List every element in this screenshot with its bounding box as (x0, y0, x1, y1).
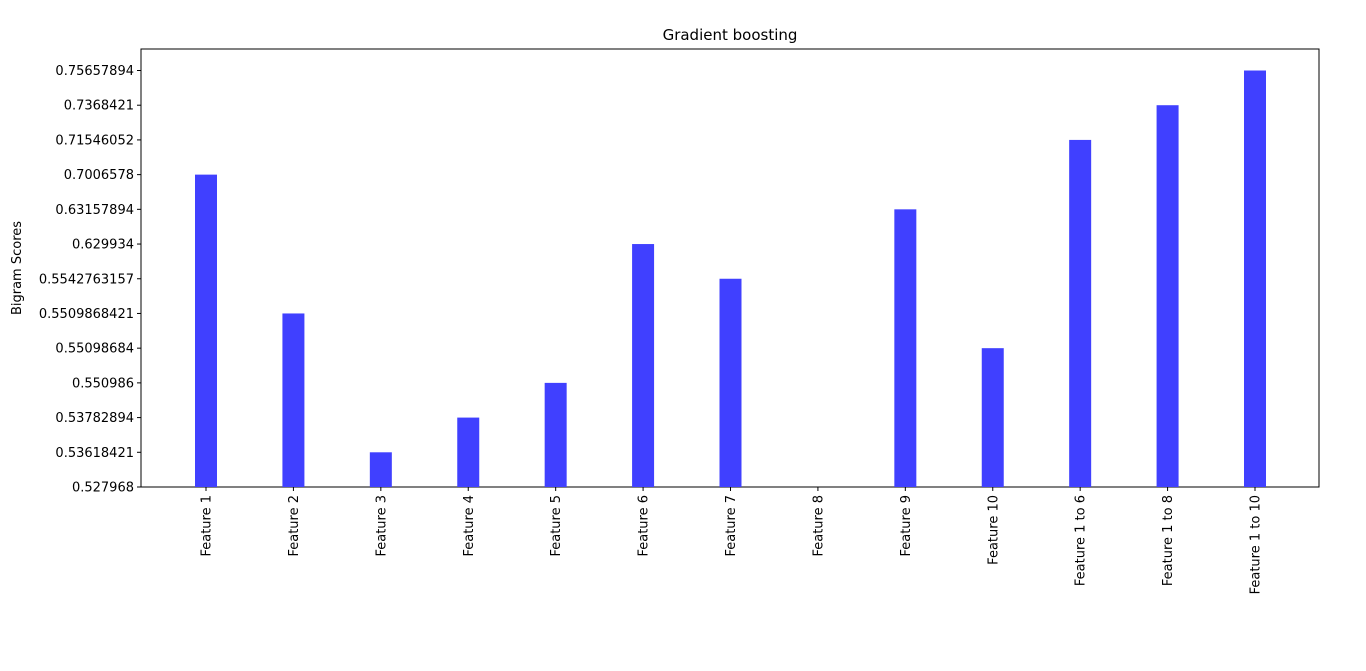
bar (282, 313, 305, 487)
bar (544, 382, 567, 487)
x-tick-label: Feature 1 (200, 495, 215, 557)
bar (632, 244, 655, 487)
bar (195, 174, 217, 487)
x-tick-label: Feature 7 (724, 495, 739, 557)
x-tick-label: Feature 10 (986, 495, 1001, 565)
y-tick-label: 0.7006578 (64, 168, 134, 183)
y-tick-label: 0.53618421 (55, 446, 134, 461)
y-tick-label: 0.75657894 (55, 64, 134, 79)
x-tick-label: Feature 1 to 8 (1161, 495, 1176, 586)
x-tick-label: Feature 8 (811, 495, 826, 557)
x-tick-label: Feature 1 to 10 (1249, 495, 1264, 594)
y-tick-label: 0.527968 (72, 481, 134, 496)
y-tick-label: 0.63157894 (55, 203, 134, 218)
y-tick-label: 0.7368421 (64, 99, 134, 114)
y-tick-label: 0.5509868421 (39, 307, 134, 322)
x-tick-label: Feature 4 (462, 495, 477, 557)
x-tick-label: Feature 1 to 6 (1074, 495, 1089, 586)
x-tick-label: Feature 6 (637, 495, 652, 557)
x-tick-label: Feature 2 (287, 495, 302, 557)
bar (1156, 105, 1179, 487)
bar (457, 417, 480, 487)
y-axis-label: Bigram Scores (10, 221, 25, 315)
x-tick-label: Feature 9 (899, 495, 914, 557)
bar (369, 452, 392, 487)
chart-title: Gradient boosting (663, 26, 798, 44)
bar (719, 278, 742, 487)
x-tick-label: Feature 3 (374, 495, 389, 557)
bar (1244, 70, 1266, 487)
bar (1069, 139, 1092, 487)
y-tick-label: 0.5542763157 (39, 272, 134, 287)
x-tick-label: Feature 5 (549, 495, 564, 557)
bar (894, 209, 917, 488)
y-tick-label: 0.53782894 (55, 411, 134, 426)
y-tick-label: 0.550986 (72, 376, 134, 391)
y-tick-label: 0.71546052 (55, 133, 134, 148)
bar (981, 348, 1004, 487)
y-tick-label: 0.629934 (72, 238, 134, 253)
y-tick-label: 0.55098684 (55, 342, 134, 357)
